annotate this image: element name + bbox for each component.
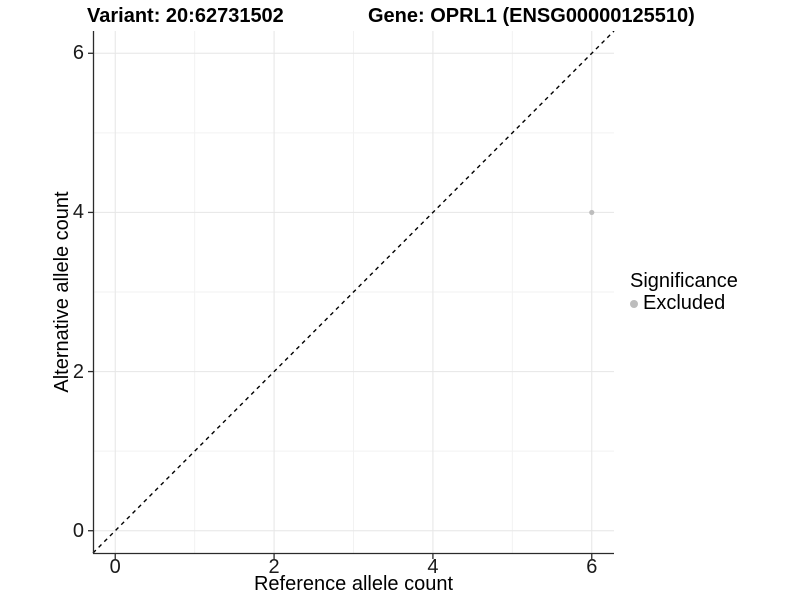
legend-item-excluded: Excluded <box>630 293 738 314</box>
x-tick-label: 6 <box>586 556 598 578</box>
data-point <box>589 209 595 216</box>
legend-point-icon <box>630 299 638 308</box>
gene-title: Gene: OPRL1 (ENSG00000125510) <box>368 5 695 27</box>
y-tick-label: 6 <box>72 42 84 65</box>
identity-dashed-line <box>92 31 615 554</box>
y-tick-label: 2 <box>72 360 84 383</box>
x-tick-label: 0 <box>109 556 121 578</box>
legend-item-label: Excluded <box>643 292 726 314</box>
legend-title: Significance <box>630 270 738 292</box>
x-tick-label: 4 <box>427 556 439 578</box>
variant-title: Variant: 20:62731502 <box>87 5 284 27</box>
x-tick-label: 2 <box>268 556 280 578</box>
x-axis-title: Reference allele count <box>253 573 453 595</box>
scatter-plot-panel <box>88 31 615 559</box>
y-tick-label: 4 <box>72 201 84 224</box>
legend: Significance Excluded <box>630 271 738 314</box>
y-tick-label: 0 <box>72 519 84 542</box>
